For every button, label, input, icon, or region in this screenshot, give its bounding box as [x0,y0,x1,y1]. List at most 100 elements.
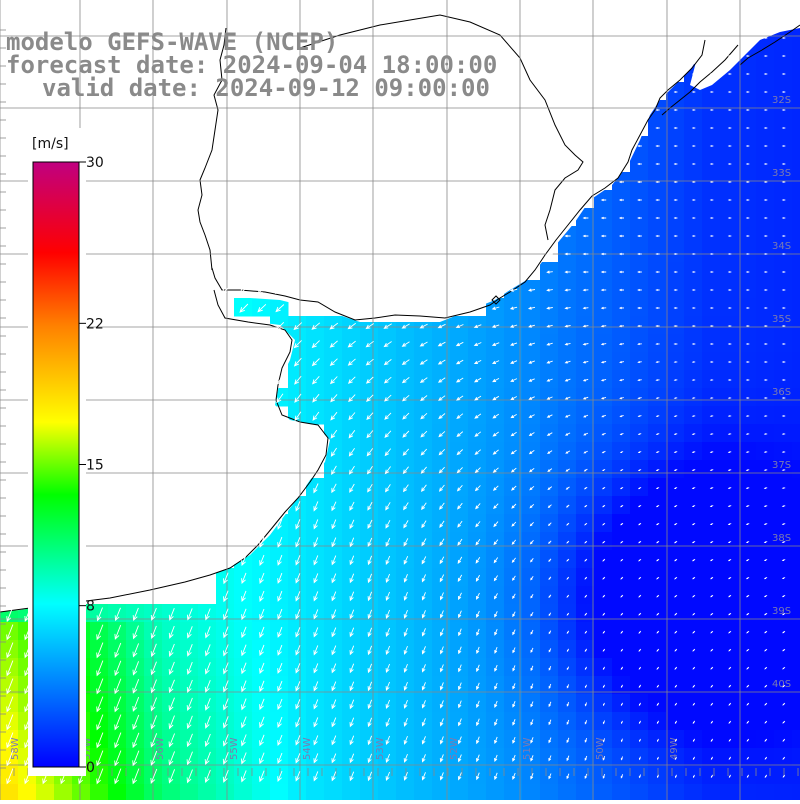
wind-arrow [367,663,373,674]
wind-arrow [691,415,696,417]
wind-arrow [727,289,732,291]
field-cell [162,676,181,695]
field-cell [216,730,235,749]
wind-arrow [673,145,678,147]
wind-arrow [656,576,660,580]
wind-arrow [367,735,373,746]
wind-arrow [655,415,660,417]
field-cell [792,208,800,227]
field-cell [684,460,703,479]
field-cell [666,550,685,569]
wind-arrow [512,736,516,744]
field-cell [738,730,757,749]
field-cell [630,442,649,461]
wind-arrow [745,127,750,129]
field-cell [702,190,721,209]
field-cell [450,532,469,551]
wind-arrow [295,501,301,512]
wind-arrow [494,664,498,672]
field-cell [774,730,793,749]
wind-arrow [691,541,696,544]
field-cell [324,550,343,569]
wind-arrow [781,289,786,291]
wind-arrow [620,684,623,688]
field-cell [792,460,800,479]
field-cell [720,388,739,407]
field-cell [252,604,271,623]
wind-arrow [691,253,696,255]
field-cell [522,766,541,785]
wind-arrow [295,663,301,674]
field-cell [630,730,649,749]
wind-arrow [566,612,570,616]
wind-arrow [600,342,607,346]
wind-arrow [313,645,319,656]
wind-arrow [675,756,677,761]
wind-arrow [419,359,428,365]
field-cell [540,766,559,785]
wind-arrow [114,678,122,695]
field-cell [432,586,451,605]
field-cell [396,712,415,731]
wind-arrow [638,648,642,652]
colorbar-tick-label: 8 [86,599,95,615]
field-cell [720,442,739,461]
field-cell [756,442,775,461]
colorbar-tick-label: 22 [86,316,104,332]
field-cell [738,82,757,101]
wind-arrow [637,270,642,274]
wind-arrow [584,522,588,526]
wind-arrow [331,483,337,494]
wind-arrow [512,593,516,600]
wind-arrow [548,612,552,617]
field-cell [774,226,793,245]
field-cell [774,496,793,515]
wind-arrow [763,505,768,507]
field-cell [684,712,703,731]
wind-arrow [763,433,768,435]
field-cell [648,748,667,767]
wind-arrow [295,645,301,656]
wind-arrow [528,288,536,292]
wind-arrow [781,397,786,399]
wind-arrow [401,359,410,365]
wind-arrow [637,397,642,400]
field-cell [756,298,775,317]
field-cell [738,298,757,317]
wind-arrow [241,572,247,585]
wind-arrow [420,484,427,493]
field-cell [324,514,343,533]
field-cell [234,622,253,641]
field-cell [738,604,757,623]
title-model: modelo GEFS-WAVE (NCEP) [6,28,338,56]
field-cell [288,316,307,335]
wind-arrow [223,626,229,639]
field-cell [684,370,703,389]
field-cell [180,604,199,623]
wind-arrow [602,630,606,634]
wind-arrow [509,306,518,310]
wind-arrow [491,324,500,328]
wind-arrow [366,412,374,421]
field-cell [558,622,577,641]
wind-arrow [602,666,605,670]
wind-arrow [438,466,445,474]
field-cell [612,640,631,659]
wind-arrow [637,288,642,292]
field-cell [162,604,181,623]
wind-arrow [277,626,283,638]
field-cell [450,514,469,533]
field-cell [486,694,505,713]
field-cell [594,514,613,533]
field-cell [756,766,775,785]
field-cell [684,640,703,659]
field-cell [576,568,595,587]
field-cell [504,370,523,389]
field-cell [630,478,649,497]
field-cell [504,478,523,497]
wind-arrow [763,325,768,327]
field-cell [522,370,541,389]
field-cell [288,622,307,641]
field-cell [126,712,145,731]
wind-arrow [457,520,463,528]
